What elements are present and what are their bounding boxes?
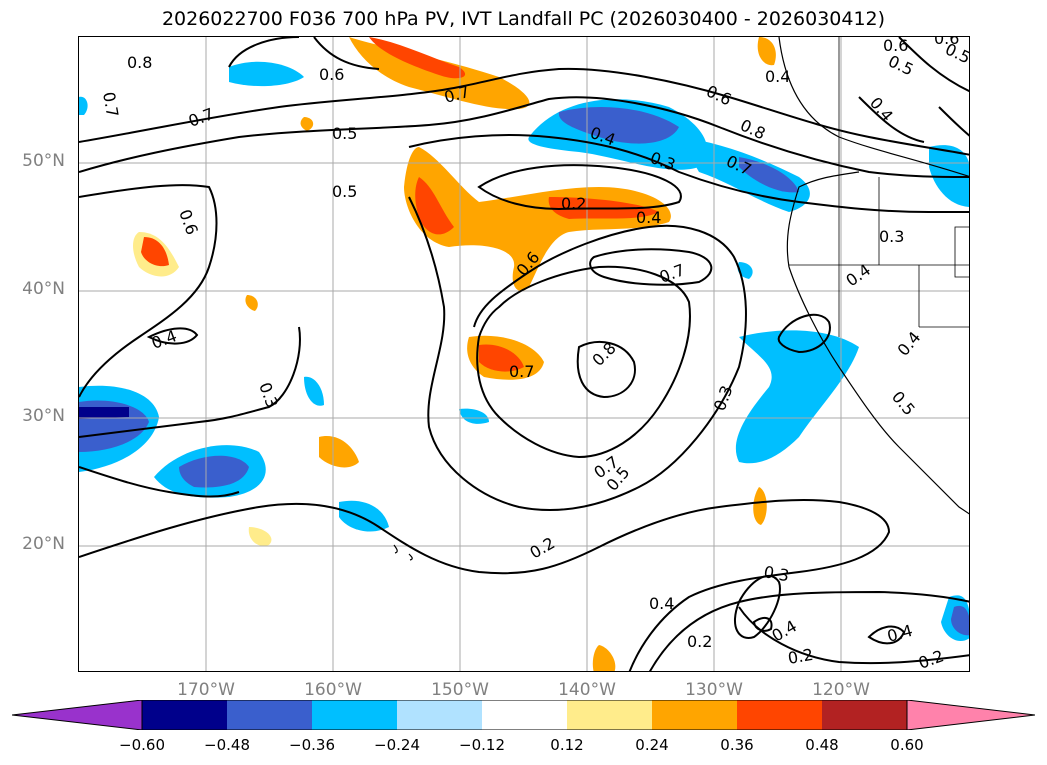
colorbar-segment <box>652 700 737 730</box>
contour-label: 0.4 <box>649 594 674 613</box>
contour-label: 0.6 <box>319 65 344 84</box>
contour-label: 0.4 <box>636 208 661 227</box>
contour-label: 0.2 <box>687 632 712 651</box>
colorbar-segment <box>482 700 567 730</box>
contour-label: 0.8 <box>127 53 152 72</box>
contour-label: 0.3 <box>762 562 790 585</box>
lon-label-130w: 130°W <box>685 680 743 700</box>
colorbar-outline <box>141 700 908 730</box>
contour-label: 0.4 <box>894 328 925 360</box>
colorbar-segment <box>397 700 482 730</box>
colorbar-segment <box>737 700 822 730</box>
colorbar-tick: −0.12 <box>459 736 505 754</box>
colorbar-segment <box>227 700 312 730</box>
contour-label: 0.3 <box>255 380 282 410</box>
colorbar-segment <box>312 700 397 730</box>
contour-label: 0.6 <box>934 37 959 48</box>
colorbar-tick: 0.12 <box>550 736 584 754</box>
map-title: 2026022700 F036 700 hPa PV, IVT Landfall… <box>161 8 886 30</box>
contour-label: 0.7 <box>186 104 216 131</box>
colorbar-segment <box>142 700 227 730</box>
colorbar-tick: −0.24 <box>374 736 420 754</box>
lat-label-50n: 50°N <box>22 151 65 171</box>
contour-label: 0.2 <box>916 646 946 672</box>
contour-label: 0.2 <box>786 645 814 668</box>
map-panel: 0.8 0.7 0.6 0.7 0.5 0.5 0.6 0.4 0.3 0.2 … <box>78 36 970 672</box>
colorbar-extend-min <box>12 700 143 730</box>
positive-shading <box>133 37 776 671</box>
colorbar-segment <box>822 700 907 730</box>
contour-label: 0.8 <box>737 115 768 143</box>
lat-label-20n: 20°N <box>22 534 65 554</box>
contour-label: 0.4 <box>769 616 801 645</box>
lon-label-140w: 140°W <box>558 680 616 700</box>
contour-label: 0.4 <box>885 621 915 646</box>
contour-label: 0.4 <box>765 67 790 86</box>
contour-label: 0.6 <box>175 207 202 237</box>
colorbar-tick: 0.60 <box>890 736 924 754</box>
lat-label-40n: 40°N <box>22 279 65 299</box>
contour-label: 0.2 <box>527 533 559 562</box>
pv-contours <box>79 37 969 671</box>
contour-label: 0.7 <box>99 90 122 118</box>
contour-label: 0.7 <box>509 362 534 381</box>
contour-label: 0.2 <box>561 194 586 213</box>
colorbar-tick: −0.48 <box>204 736 250 754</box>
contour-label: 0.5 <box>332 124 357 143</box>
contour-label: 0.6 <box>883 37 908 55</box>
colorbar-extend-max <box>906 700 1035 730</box>
contour-label: 0.6 <box>703 81 734 109</box>
contour-label: 0.7 <box>657 260 687 287</box>
colorbar <box>12 700 1035 730</box>
negative-shading <box>79 61 969 641</box>
contour-label: 0.5 <box>332 182 357 201</box>
lon-label-150w: 150°W <box>431 680 489 700</box>
lat-label-30n: 30°N <box>22 406 65 426</box>
lon-label-170w: 170°W <box>177 680 235 700</box>
colorbar-tick: −0.60 <box>119 736 165 754</box>
lon-label-160w: 160°W <box>304 680 362 700</box>
gridlines <box>79 37 969 671</box>
contour-label: 0.5 <box>885 51 916 79</box>
colorbar-segment <box>567 700 652 730</box>
colorbar-tick: 0.24 <box>635 736 669 754</box>
colorbar-tick: −0.36 <box>289 736 335 754</box>
contour-labels: 0.8 0.7 0.6 0.7 0.5 0.5 0.6 0.4 0.3 0.2 … <box>99 37 969 672</box>
lon-label-120w: 120°W <box>812 680 870 700</box>
colorbar-tick: 0.36 <box>720 736 754 754</box>
contour-label: 0.4 <box>866 93 897 125</box>
coastlines <box>393 37 969 561</box>
contour-label: 0.5 <box>888 387 919 419</box>
colorbar-tick: 0.48 <box>805 736 839 754</box>
contour-label: 0.3 <box>879 227 904 246</box>
map-canvas: 0.8 0.7 0.6 0.7 0.5 0.5 0.6 0.4 0.3 0.2 … <box>79 37 969 672</box>
contour-label: 0.4 <box>149 326 179 353</box>
